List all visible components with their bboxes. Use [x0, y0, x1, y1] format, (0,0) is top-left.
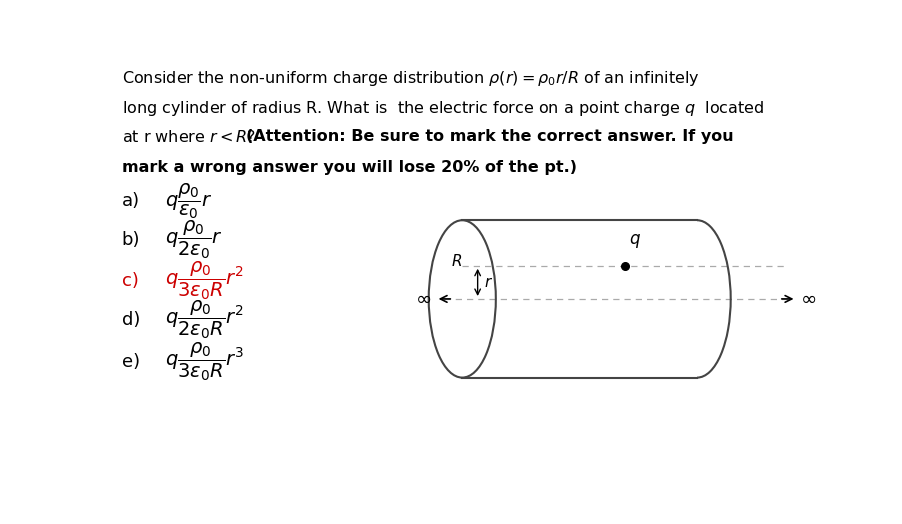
Text: $\infty$: $\infty$	[800, 289, 816, 309]
Text: $R$: $R$	[451, 253, 462, 269]
Text: d): d)	[122, 311, 140, 329]
Text: $q$: $q$	[629, 233, 640, 250]
Text: $q\dfrac{\rho_0}{3\epsilon_0 R}r^3$: $q\dfrac{\rho_0}{3\epsilon_0 R}r^3$	[165, 341, 244, 384]
Text: $q\dfrac{\rho_0}{2\epsilon_0}r$: $q\dfrac{\rho_0}{2\epsilon_0}r$	[165, 219, 223, 261]
Text: $q\dfrac{\rho_0}{3\epsilon_0 R}r^2$: $q\dfrac{\rho_0}{3\epsilon_0 R}r^2$	[165, 259, 244, 302]
Text: $\infty$: $\infty$	[415, 289, 431, 309]
Text: c): c)	[122, 272, 139, 290]
Text: $r$: $r$	[484, 275, 493, 290]
Text: at r where $r < R$?: at r where $r < R$?	[122, 129, 257, 146]
Text: (Attention: Be sure to mark the correct answer. If you: (Attention: Be sure to mark the correct …	[246, 129, 734, 145]
Text: Consider the non-uniform charge distribution $\rho(r) = \rho_0 r/R$ of an infini: Consider the non-uniform charge distribu…	[122, 69, 699, 88]
Text: $q\dfrac{\rho_0}{\epsilon_0}r$: $q\dfrac{\rho_0}{\epsilon_0}r$	[165, 181, 213, 221]
Text: a): a)	[122, 192, 140, 210]
Text: mark a wrong answer you will lose 20% of the pt.): mark a wrong answer you will lose 20% of…	[122, 160, 577, 174]
Text: b): b)	[122, 231, 141, 248]
Text: e): e)	[122, 353, 140, 372]
Text: $q\dfrac{\rho_0}{2\epsilon_0 R}r^2$: $q\dfrac{\rho_0}{2\epsilon_0 R}r^2$	[165, 299, 244, 341]
Text: long cylinder of radius R. What is  the electric force on a point charge $q$  lo: long cylinder of radius R. What is the e…	[122, 99, 764, 118]
